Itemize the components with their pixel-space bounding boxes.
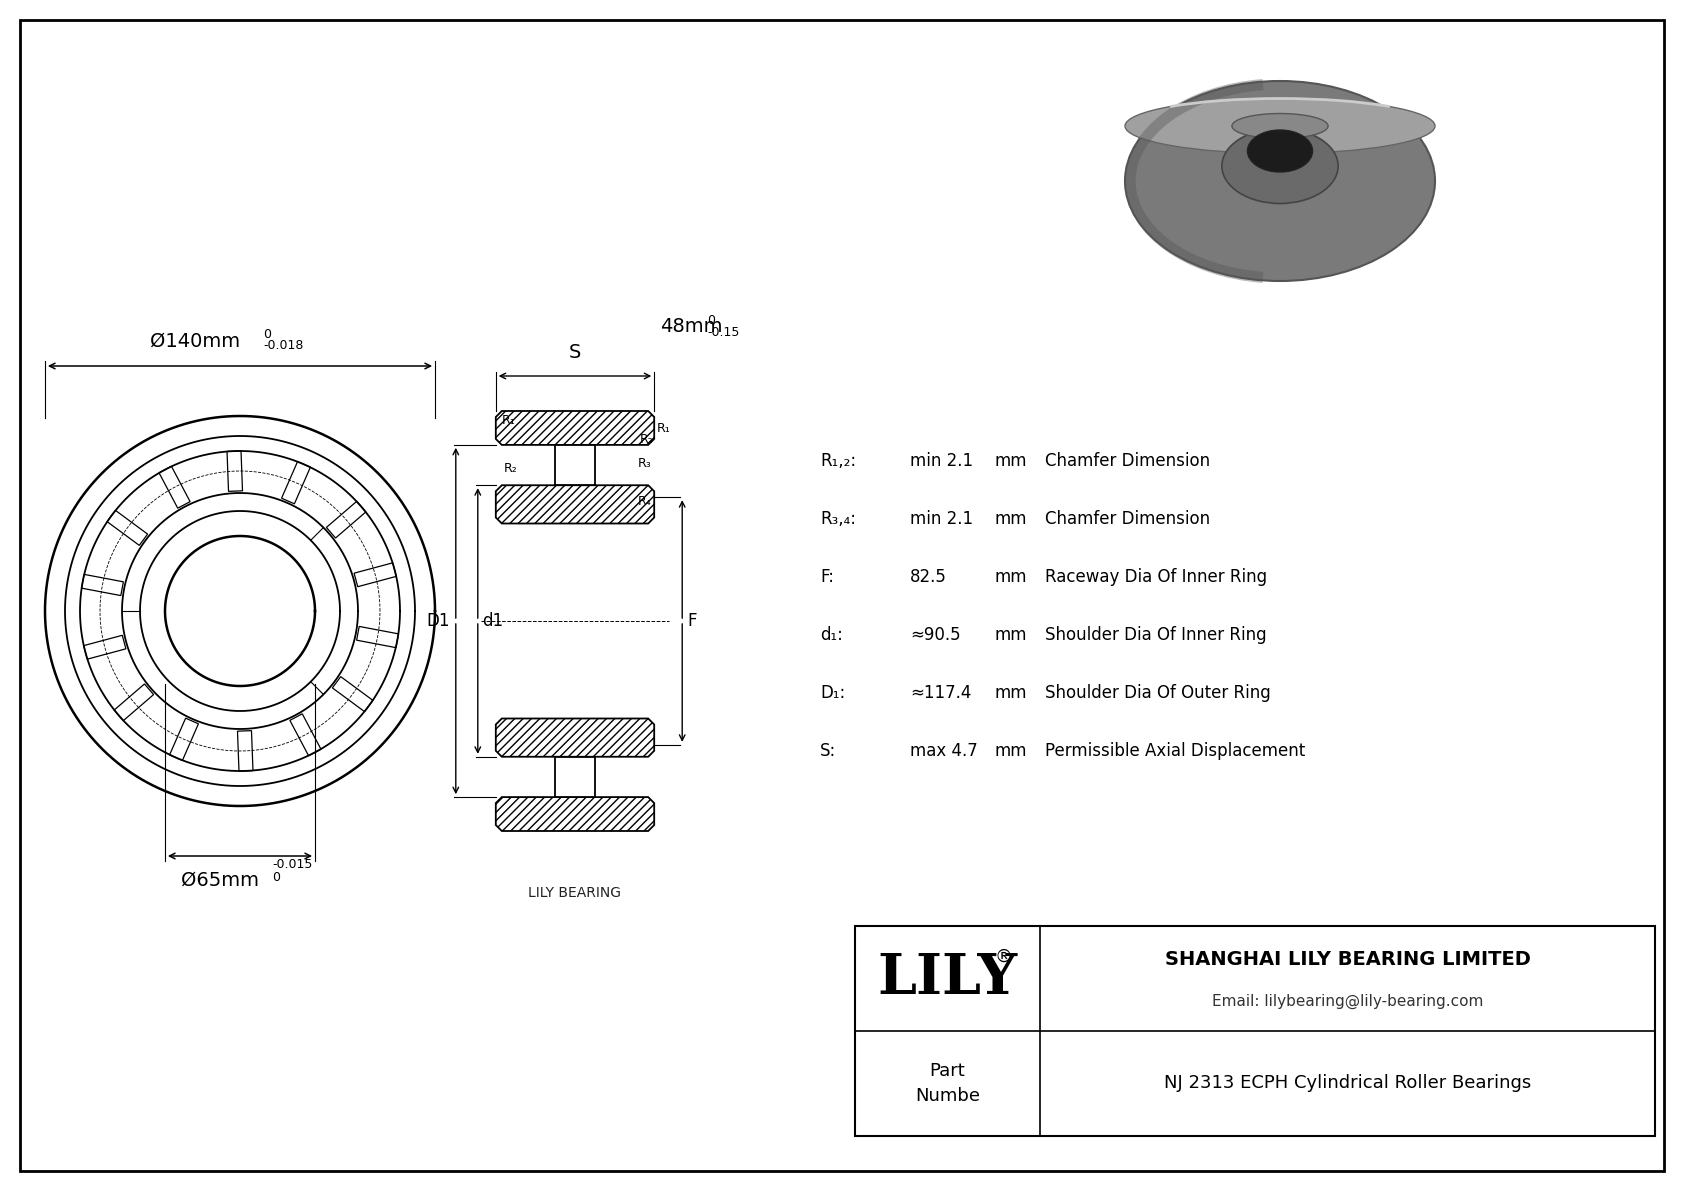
- Text: min 2.1: min 2.1: [909, 510, 973, 528]
- Text: -0.15: -0.15: [707, 326, 739, 339]
- Text: D₁:: D₁:: [820, 684, 845, 701]
- Text: max 4.7: max 4.7: [909, 742, 978, 760]
- Text: Ø65mm: Ø65mm: [180, 871, 259, 890]
- Text: 0: 0: [273, 871, 280, 884]
- Text: Ø140mm: Ø140mm: [150, 332, 241, 351]
- Text: ®: ®: [995, 948, 1012, 966]
- Text: mm: mm: [995, 742, 1027, 760]
- Text: D1: D1: [426, 612, 450, 630]
- Text: d₁:: d₁:: [820, 626, 844, 644]
- Text: F:: F:: [820, 568, 834, 586]
- Text: Raceway Dia Of Inner Ring: Raceway Dia Of Inner Ring: [1046, 568, 1266, 586]
- Text: LILY: LILY: [877, 950, 1017, 1006]
- Ellipse shape: [1125, 99, 1435, 154]
- Text: ≈90.5: ≈90.5: [909, 626, 960, 644]
- Text: Part
Numbe: Part Numbe: [914, 1062, 980, 1105]
- Text: Shoulder Dia Of Outer Ring: Shoulder Dia Of Outer Ring: [1046, 684, 1271, 701]
- Text: -0.018: -0.018: [263, 339, 303, 353]
- Text: ≈117.4: ≈117.4: [909, 684, 972, 701]
- Text: mm: mm: [995, 684, 1027, 701]
- Text: min 2.1: min 2.1: [909, 453, 973, 470]
- Text: Shoulder Dia Of Inner Ring: Shoulder Dia Of Inner Ring: [1046, 626, 1266, 644]
- Text: Permissible Axial Displacement: Permissible Axial Displacement: [1046, 742, 1305, 760]
- Text: R₄: R₄: [638, 495, 652, 509]
- Text: Chamfer Dimension: Chamfer Dimension: [1046, 453, 1211, 470]
- Text: F: F: [687, 612, 697, 630]
- Text: 48mm: 48mm: [660, 317, 722, 336]
- Text: S:: S:: [820, 742, 837, 760]
- Ellipse shape: [1125, 81, 1435, 281]
- Text: d1: d1: [482, 612, 504, 630]
- Text: 0: 0: [707, 314, 716, 328]
- Polygon shape: [495, 718, 653, 756]
- Text: R₃: R₃: [638, 457, 652, 470]
- Polygon shape: [495, 411, 653, 445]
- Text: R₁,₂:: R₁,₂:: [820, 453, 855, 470]
- Ellipse shape: [1223, 129, 1339, 204]
- Polygon shape: [495, 797, 653, 831]
- Text: Chamfer Dimension: Chamfer Dimension: [1046, 510, 1211, 528]
- Bar: [556, 445, 594, 485]
- Text: mm: mm: [995, 568, 1027, 586]
- Text: R₁: R₁: [657, 422, 670, 435]
- Text: R₂: R₂: [640, 434, 653, 445]
- Text: mm: mm: [995, 510, 1027, 528]
- Text: SHANGHAI LILY BEARING LIMITED: SHANGHAI LILY BEARING LIMITED: [1165, 950, 1531, 969]
- Bar: [855, 925, 1655, 1136]
- Bar: [556, 756, 594, 797]
- Text: 0: 0: [263, 328, 271, 341]
- Text: S: S: [569, 343, 581, 362]
- Text: 82.5: 82.5: [909, 568, 946, 586]
- Text: R₂: R₂: [504, 462, 517, 475]
- Ellipse shape: [1248, 130, 1312, 172]
- Text: Email: lilybearing@lily-bearing.com: Email: lilybearing@lily-bearing.com: [1212, 994, 1484, 1009]
- Text: mm: mm: [995, 453, 1027, 470]
- Text: mm: mm: [995, 626, 1027, 644]
- Ellipse shape: [1233, 113, 1329, 138]
- Text: LILY BEARING: LILY BEARING: [529, 886, 621, 900]
- Text: NJ 2313 ECPH Cylindrical Roller Bearings: NJ 2313 ECPH Cylindrical Roller Bearings: [1164, 1074, 1531, 1092]
- Text: -0.015: -0.015: [273, 858, 312, 871]
- Polygon shape: [495, 485, 653, 524]
- Text: R₁: R₁: [502, 414, 515, 426]
- Text: R₃,₄:: R₃,₄:: [820, 510, 855, 528]
